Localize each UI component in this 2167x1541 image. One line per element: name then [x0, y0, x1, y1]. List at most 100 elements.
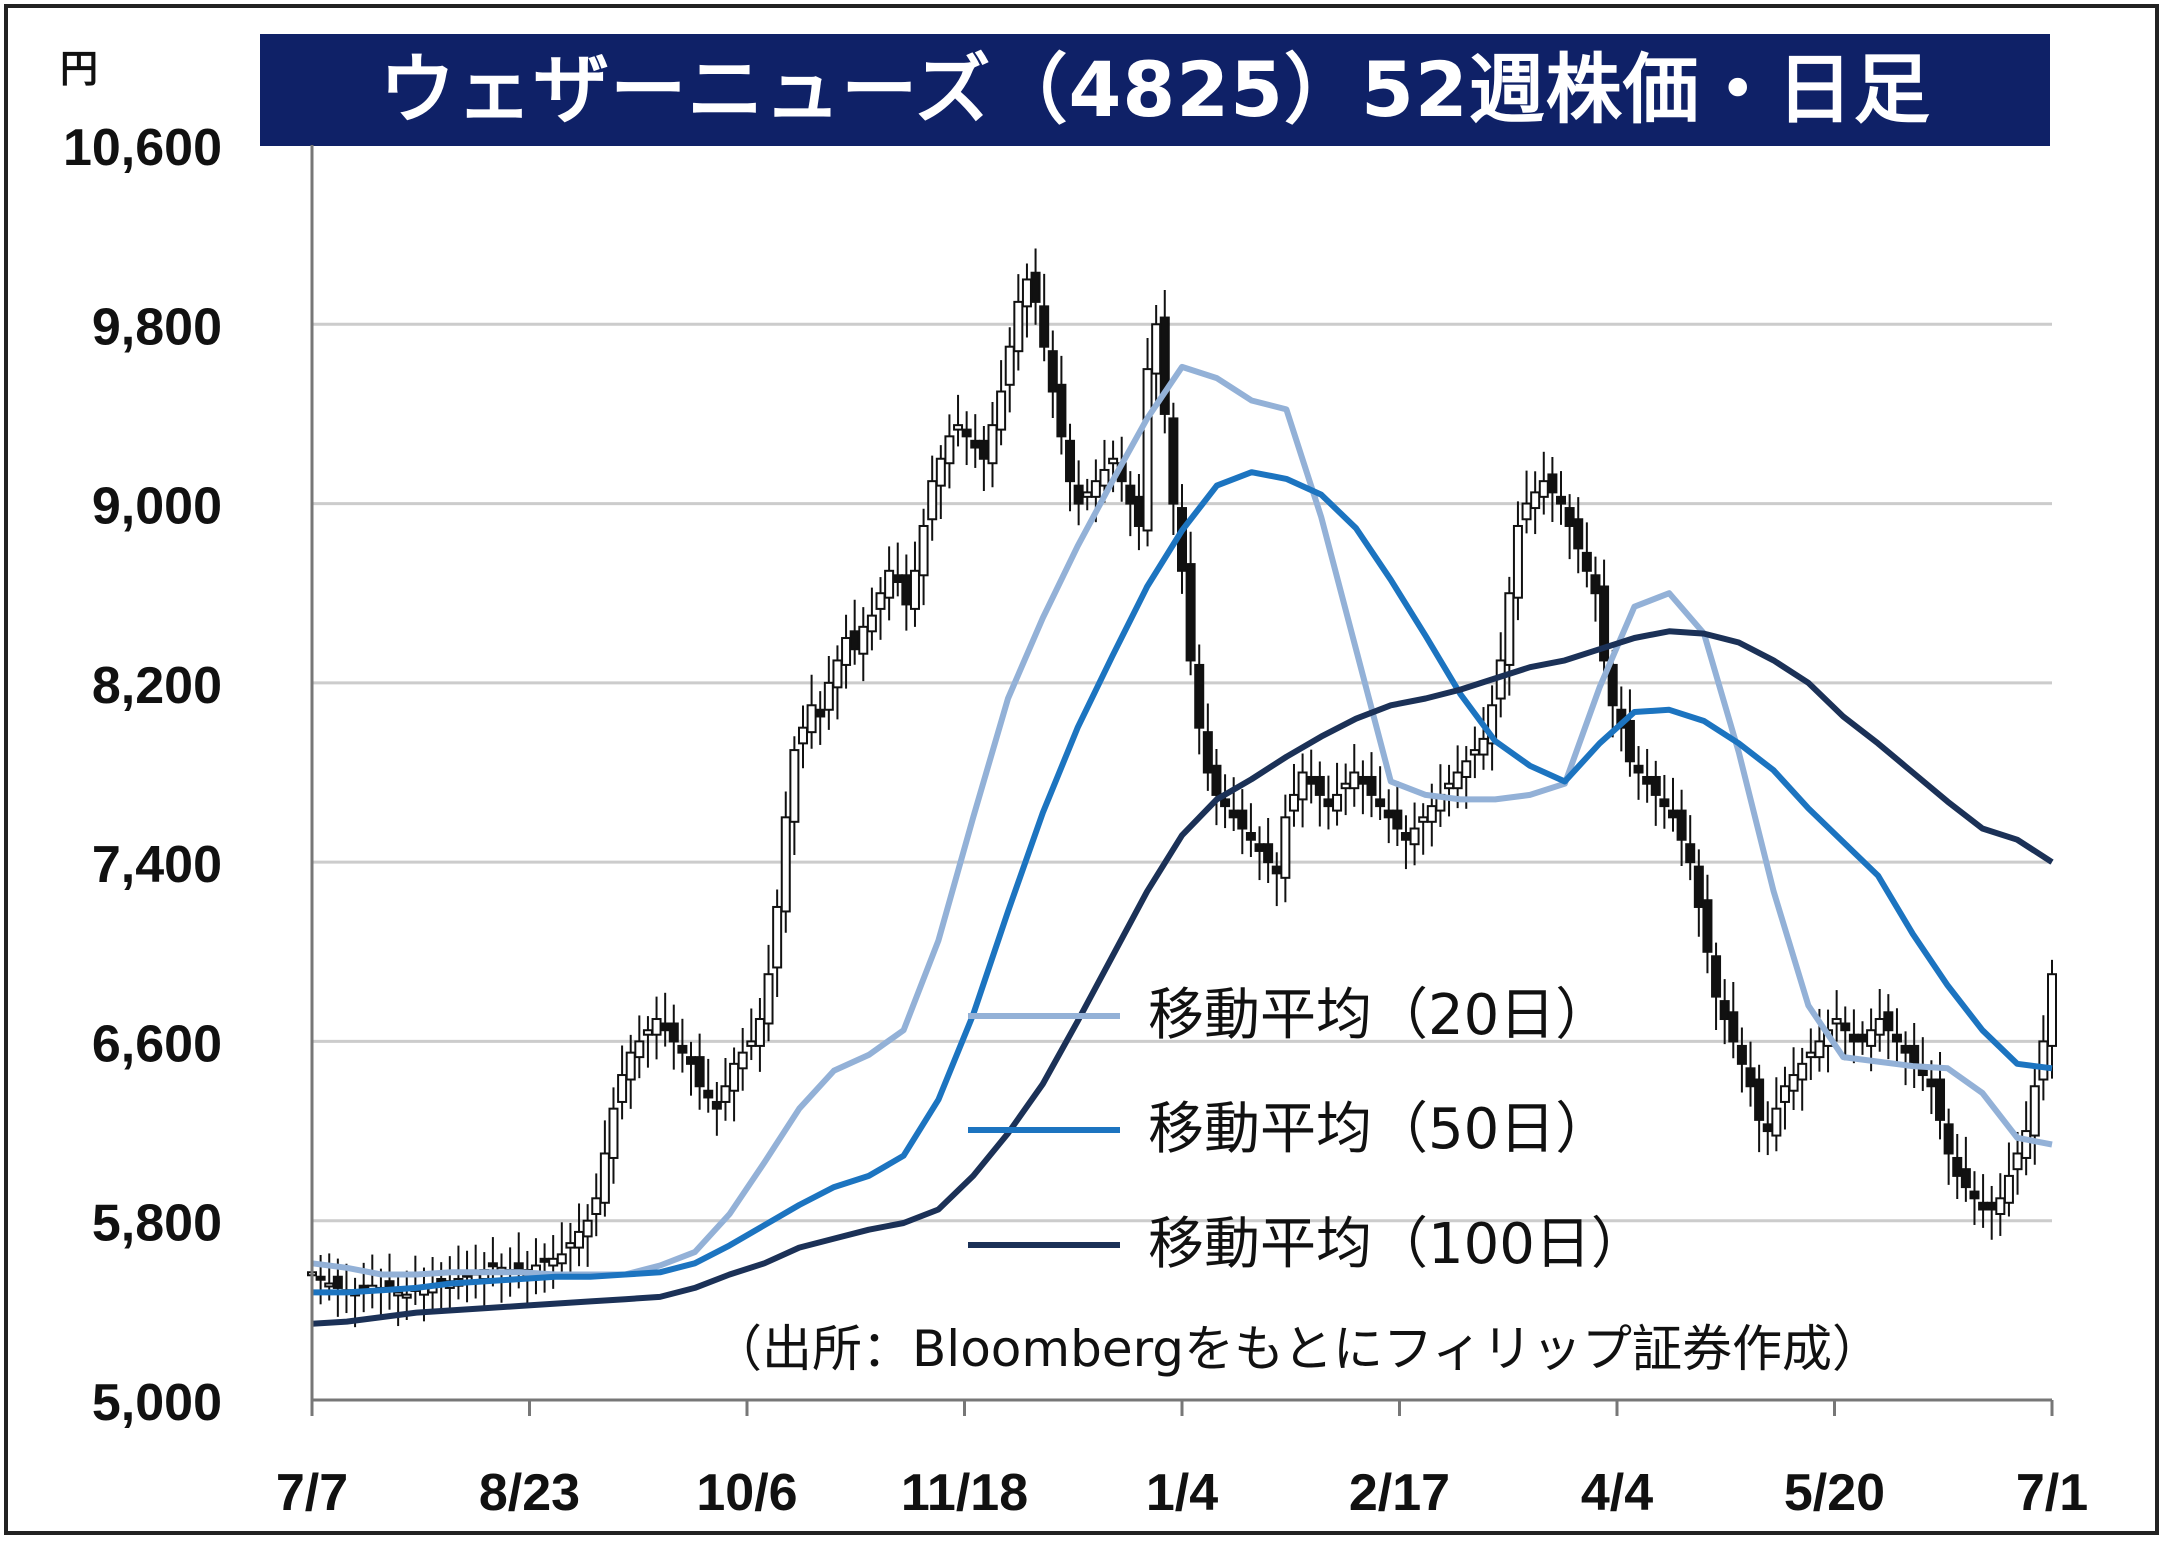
candle-body	[324, 1282, 335, 1288]
candle-body	[1142, 368, 1153, 532]
candle-body	[686, 1056, 697, 1065]
candle-body	[1357, 775, 1368, 785]
candle-body	[1779, 1085, 1790, 1103]
candle-body	[1702, 899, 1713, 953]
candle-body	[866, 614, 877, 633]
candle-body	[901, 574, 912, 606]
candle-body	[858, 625, 869, 655]
candle-body	[1840, 1022, 1851, 1032]
candle-body	[935, 457, 946, 487]
candle-body	[1633, 764, 1644, 774]
candle-body	[1220, 798, 1231, 808]
candle-body	[1797, 1062, 1808, 1081]
candle-body	[1237, 809, 1248, 830]
series-line-50d	[312, 469, 2053, 1296]
candle-body	[1547, 473, 1558, 494]
candle-body	[1375, 798, 1386, 808]
candle-body	[1013, 300, 1024, 353]
candle-body	[599, 1152, 610, 1204]
candle-body	[1297, 771, 1308, 801]
candle-body	[1306, 775, 1317, 785]
candle-body	[1271, 865, 1282, 875]
candle-body	[1960, 1168, 1971, 1189]
legend-label-50: 移動平均（50日）	[1148, 1097, 1611, 1162]
candle-body	[1047, 350, 1058, 393]
candle-body	[961, 428, 972, 438]
candle-body	[737, 1051, 748, 1070]
x-tick-label: 7/1	[2016, 1464, 2088, 1522]
candle-body	[1082, 491, 1093, 498]
candle-body	[582, 1219, 593, 1238]
candle-body	[832, 659, 843, 689]
candle-body	[797, 726, 808, 745]
candle-body	[892, 574, 903, 584]
candle-body	[970, 439, 981, 449]
y-tick-label: 5,000	[92, 1374, 222, 1432]
candle-body	[1590, 574, 1601, 595]
candle-body	[1478, 737, 1489, 756]
candle-body	[677, 1044, 688, 1054]
candle-body	[1090, 480, 1101, 498]
candle-body	[1857, 1033, 1868, 1043]
candle-body	[565, 1242, 576, 1249]
candle-body	[548, 1257, 559, 1267]
y-tick-label: 9,800	[92, 298, 222, 356]
candle-body	[703, 1089, 714, 1099]
candle-body	[1245, 832, 1256, 841]
candle-body	[668, 1022, 679, 1043]
candle-body	[1461, 760, 1472, 778]
candle-body	[634, 1040, 645, 1059]
candle-body	[1254, 843, 1265, 852]
candle-body	[1538, 480, 1549, 498]
series-lines	[311, 363, 2054, 1327]
candle-body	[1288, 793, 1299, 812]
candle-body	[1426, 805, 1437, 823]
candle-body	[1194, 663, 1205, 729]
legend-label-100: 移動平均（100日）	[1148, 1212, 1647, 1277]
candle-body	[1935, 1078, 1946, 1121]
x-tick-label: 2/17	[1349, 1464, 1450, 1522]
candle-body	[1159, 316, 1170, 415]
candle-body	[720, 1085, 731, 1103]
x-tick-label: 11/18	[901, 1464, 1028, 1522]
candle-body	[1125, 484, 1136, 505]
candle-body	[1762, 1123, 1773, 1133]
candle-body	[1512, 524, 1523, 599]
candle-body	[815, 708, 826, 718]
candle-body	[1624, 719, 1635, 763]
y-tick-label: 5,800	[92, 1195, 222, 1253]
candle-body	[849, 630, 860, 651]
candle-body	[944, 435, 955, 465]
candle-body	[1349, 771, 1360, 790]
candle-body	[1065, 439, 1076, 483]
candle-body	[1314, 775, 1325, 796]
candle-body	[806, 704, 817, 734]
candle-body	[401, 1293, 412, 1299]
candle-body	[1263, 843, 1274, 864]
axis-layer: 5,000 5,800 6,600 7,400 8,200 9,000 9,800 10,60…	[63, 119, 2088, 1522]
candle-body	[1280, 816, 1291, 879]
candle-body	[1228, 809, 1239, 819]
candle-body	[617, 1074, 628, 1103]
candle-body	[978, 439, 989, 460]
candle-body	[2047, 973, 2057, 1047]
candle-body	[1323, 798, 1334, 808]
candle-body	[1108, 457, 1119, 465]
candle-body	[1745, 1067, 1756, 1088]
candle-body	[1056, 383, 1067, 438]
candle-body	[608, 1107, 619, 1159]
candle-body	[651, 1018, 662, 1036]
candle-body	[1909, 1044, 1920, 1065]
candle-body	[694, 1056, 705, 1088]
candle-body	[1556, 495, 1567, 505]
candle-body	[1805, 1051, 1816, 1059]
candle-body	[487, 1262, 498, 1268]
candle-body	[1659, 798, 1670, 808]
candle-body	[1021, 278, 1032, 308]
candle-body	[1340, 782, 1351, 790]
series-line-100d	[311, 628, 2054, 1327]
candle-body	[1185, 563, 1196, 662]
candle-body	[1332, 793, 1343, 812]
candle-body	[875, 592, 886, 610]
candle-body	[2012, 1152, 2023, 1171]
